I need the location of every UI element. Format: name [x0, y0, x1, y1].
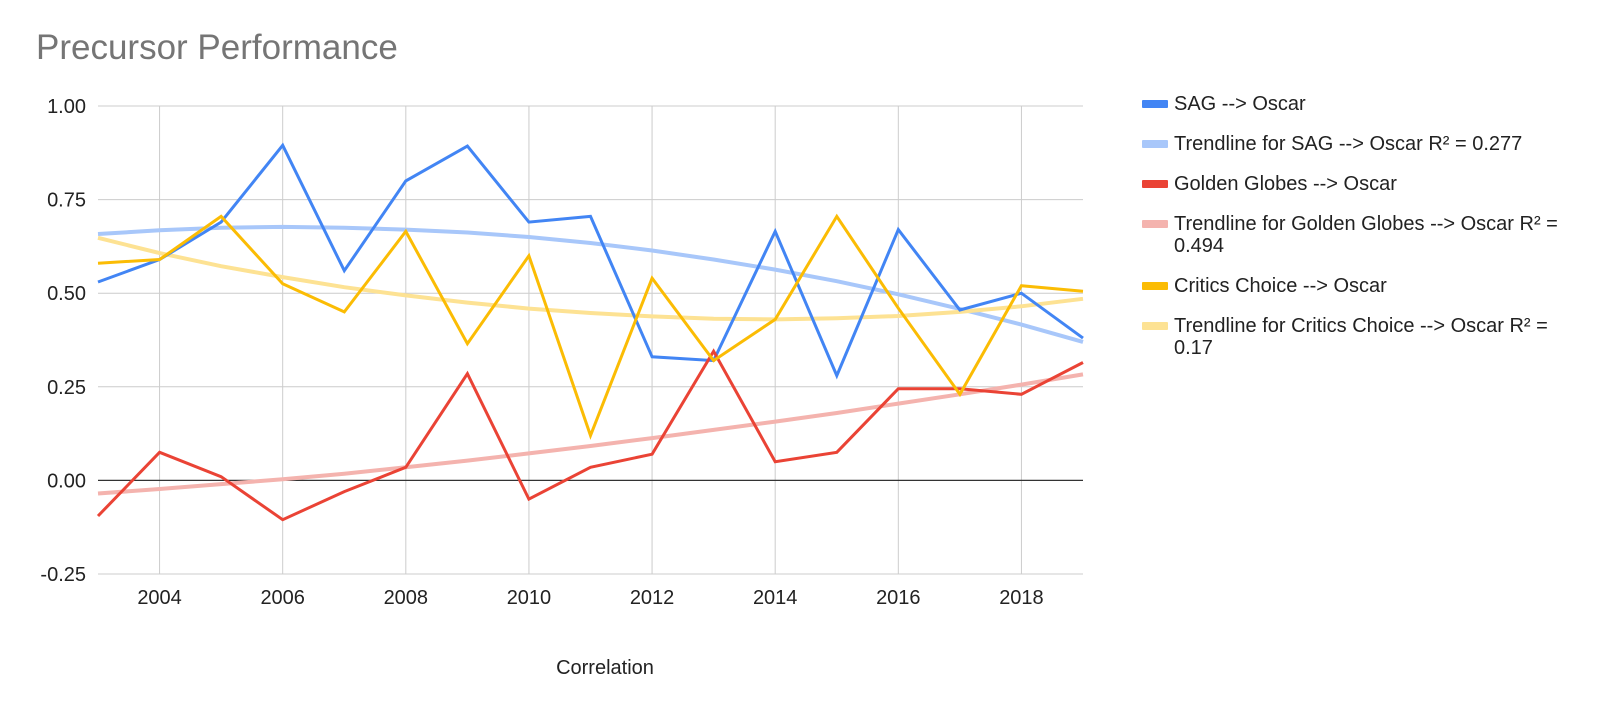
x-axis-tick-labels: 2004 2006 2008 2010 2012 2014 2016 2018: [137, 587, 1043, 609]
legend-swatch: [1142, 282, 1168, 290]
series-line-critics-choice-oscar: [97, 213, 1084, 440]
legend-item: Trendline for Critics Choice --> Oscar R…: [1142, 315, 1582, 359]
legend-swatch: [1142, 322, 1168, 330]
series-lines: [96, 142, 1084, 522]
y-tick-label: -0.25: [40, 564, 86, 586]
legend-swatch: [1142, 220, 1168, 228]
chart-title: Precursor Performance: [36, 28, 398, 67]
legend-label: Trendline for Golden Globes --> Oscar R²…: [1174, 213, 1558, 257]
legend-swatch: [1142, 180, 1168, 188]
chart-legend: SAG --> Oscar Trendline for SAG --> Oscar…: [1142, 93, 1582, 359]
x-tick-label: 2012: [630, 587, 675, 609]
series-line-sag-oscar: [97, 142, 1084, 380]
y-tick-label: 0.75: [47, 190, 86, 212]
y-tick-label: 0.50: [47, 283, 86, 305]
legend-label: Trendline for Critics Choice --> Oscar R…: [1174, 315, 1548, 359]
y-tick-label: 0.25: [47, 377, 86, 399]
legend-label: Golden Globes --> Oscar: [1174, 173, 1397, 195]
grid-lines: [98, 105, 1083, 575]
legend-swatch: [1142, 100, 1168, 108]
x-axis-title: Correlation: [556, 657, 654, 679]
trendline-trendline-for-golden-globes-oscar-r-0-494: [97, 372, 1084, 496]
x-tick-label: 2010: [507, 587, 552, 609]
y-tick-label: 0.00: [47, 470, 86, 492]
legend-item: Trendline for Golden Globes --> Oscar R²…: [1142, 213, 1582, 257]
x-tick-label: 2004: [137, 587, 182, 609]
legend-item: Critics Choice --> Oscar: [1142, 275, 1582, 297]
y-axis-tick-labels: 1.00 0.75 0.50 0.25 0.00 -0.25: [40, 96, 86, 586]
legend-swatch: [1142, 140, 1168, 148]
legend-label: Critics Choice --> Oscar: [1174, 275, 1387, 297]
x-tick-label: 2016: [876, 587, 921, 609]
series-line-golden-globes-oscar: [96, 348, 1084, 522]
legend-label: SAG --> Oscar: [1174, 93, 1306, 115]
legend-label: Trendline for SAG --> Oscar R² = 0.277: [1174, 133, 1523, 155]
trendline-trendline-for-critics-choice-oscar-r-0-17: [97, 235, 1084, 322]
x-tick-label: 2006: [260, 587, 305, 609]
legend-item: Golden Globes --> Oscar: [1142, 173, 1582, 195]
y-tick-label: 1.00: [47, 96, 86, 118]
legend-item: Trendline for SAG --> Oscar R² = 0.277: [1142, 133, 1582, 155]
trendline-trendline-for-sag-oscar-r-0-277: [97, 224, 1084, 344]
x-tick-label: 2018: [999, 587, 1044, 609]
x-tick-label: 2014: [753, 587, 798, 609]
x-tick-label: 2008: [384, 587, 429, 609]
legend-item: SAG --> Oscar: [1142, 93, 1582, 115]
